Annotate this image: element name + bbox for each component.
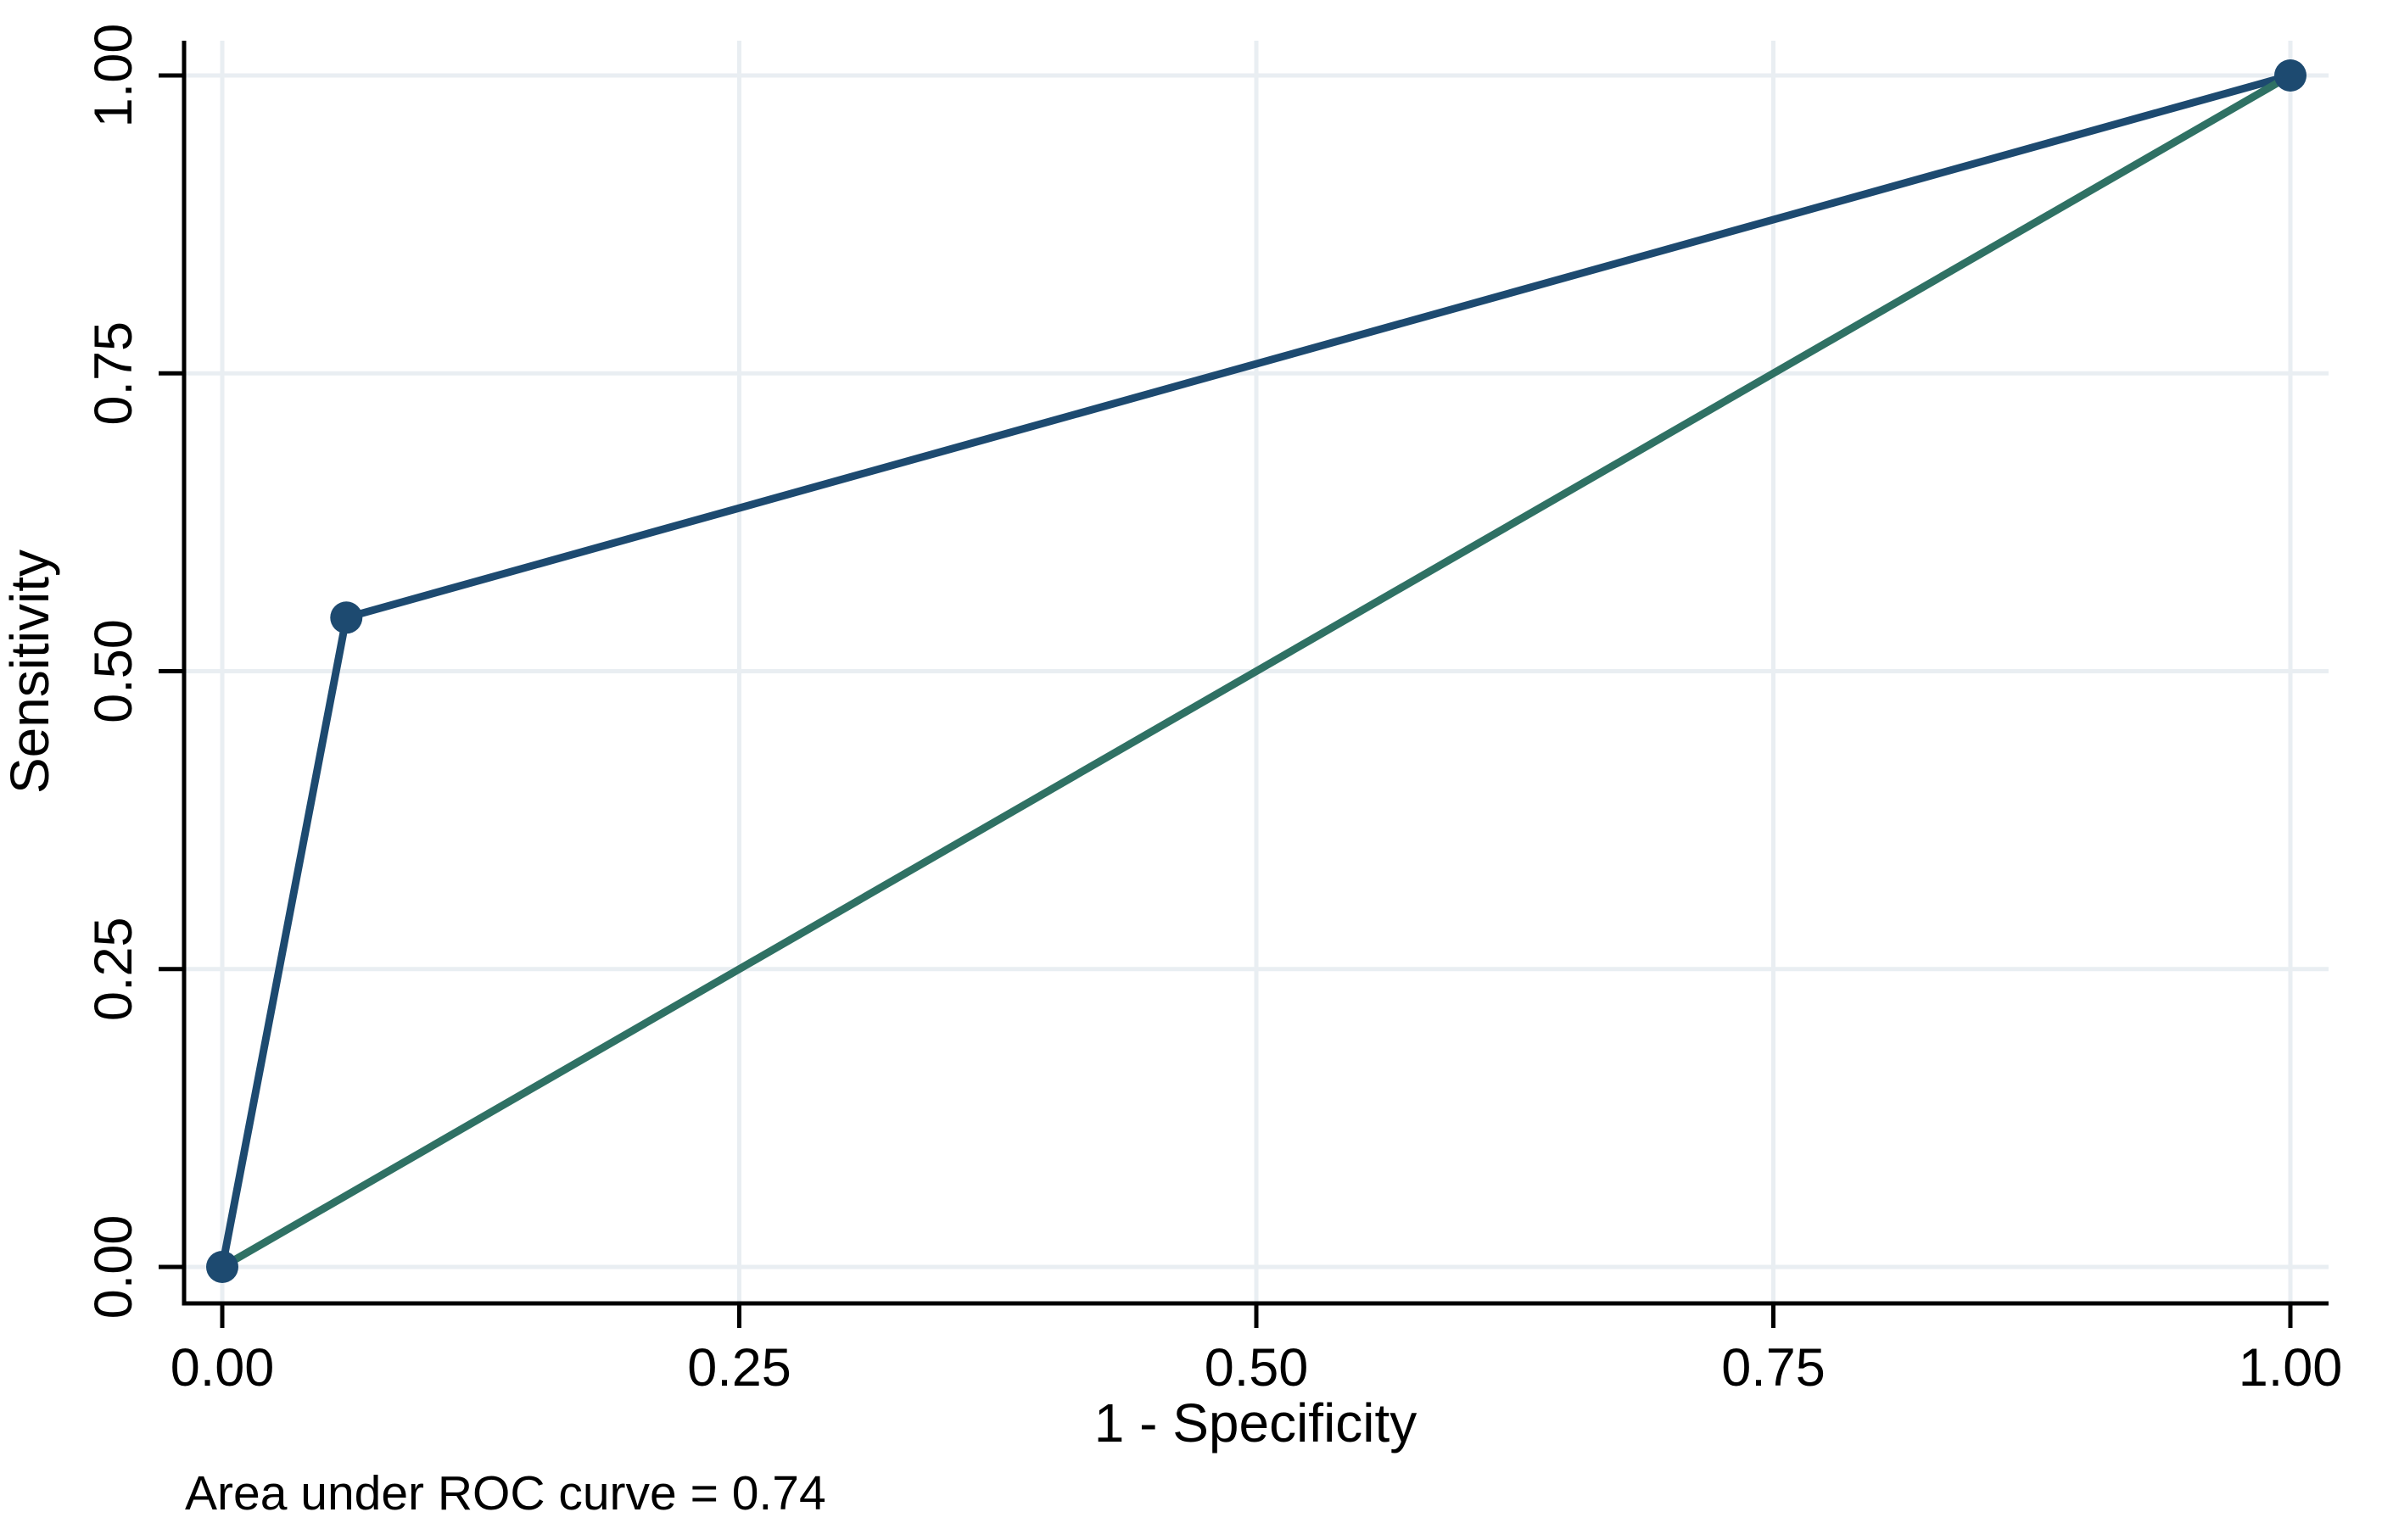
y-axis-tick-label: 1.00	[84, 24, 143, 128]
series-plot	[206, 59, 2307, 1283]
y-axis-tick-label: 0.00	[84, 1215, 143, 1320]
reference-line-line	[220, 72, 2293, 1270]
x-axis-tick-label: 0.75	[1721, 1338, 1826, 1398]
roc-curve-marker	[2274, 59, 2307, 92]
gridlines	[184, 41, 2329, 1303]
roc-curve-marker	[330, 601, 363, 634]
x-axis-title: 1 - Specificity	[1094, 1392, 1417, 1454]
y-axis-title: Sensitivity	[0, 550, 60, 794]
y-axis-tick-label: 0.25	[84, 917, 143, 1021]
axes	[159, 41, 2329, 1328]
y-axis-tick-label: 0.50	[84, 619, 143, 723]
x-axis-tick-label: 1.00	[2239, 1338, 2343, 1398]
x-axis-tick-label: 0.25	[687, 1338, 791, 1398]
y-axis-tick-label: 0.75	[84, 321, 143, 426]
auc-caption: Area under ROC curve = 0.74	[185, 1466, 826, 1520]
x-axis-tick-label: 0.50	[1205, 1338, 1309, 1398]
tick-labels: 0.00 0.25 0.50 0.75 1.00 0.00 0.25 0.50 0.75 1.00	[84, 24, 2342, 1398]
roc-curve-marker	[206, 1251, 238, 1283]
x-axis-tick-label: 0.00	[171, 1338, 275, 1398]
